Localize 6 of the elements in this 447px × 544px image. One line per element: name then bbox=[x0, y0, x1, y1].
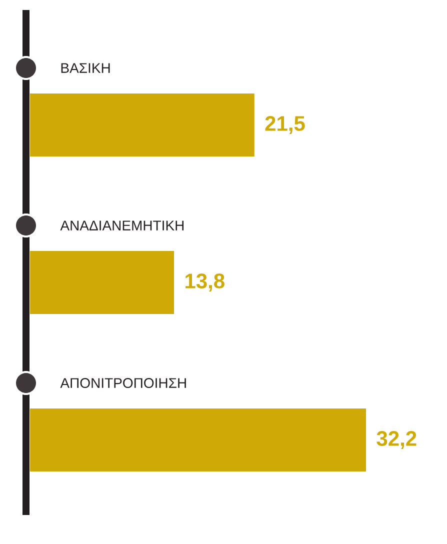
data-label: 32,2 bbox=[376, 431, 416, 449]
y-tick-label: ΒΑΣΙΚΗ bbox=[61, 63, 110, 73]
data-label: 21,5 bbox=[265, 116, 305, 134]
y-tick-label: ΑΝΑΔΙΑΝΕΜΗΤΙΚΗ bbox=[60, 220, 184, 230]
data-label: 13,8 bbox=[186, 274, 224, 292]
y-tick-label: ΑΠΟΝΙΤΡΟΠΟΙΗΣΗ bbox=[60, 378, 186, 388]
